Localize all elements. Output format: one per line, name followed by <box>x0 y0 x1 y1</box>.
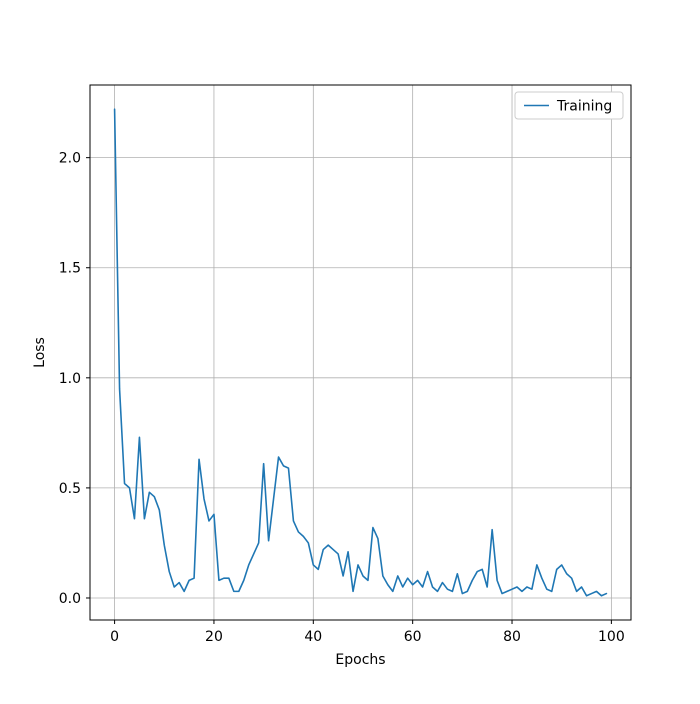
y-tick-label: 1.5 <box>59 261 81 277</box>
training-loss-line <box>113 108 608 597</box>
y-tick-label: 2.0 <box>59 151 81 167</box>
x-axis-label: Epochs <box>335 652 385 668</box>
y-tick-label: 0.0 <box>59 591 81 607</box>
x-tick-label: 80 <box>503 629 521 645</box>
axes-background <box>90 85 631 620</box>
x-tick-label: 0 <box>110 629 119 645</box>
axes-spines <box>89 84 632 621</box>
x-tick-label: 60 <box>404 629 422 645</box>
x-tick-label: 100 <box>598 629 625 645</box>
legend-box <box>514 91 624 120</box>
x-tick-label: 40 <box>304 629 322 645</box>
y-axis-label: Loss <box>32 337 48 368</box>
y-tick-label: 0.5 <box>59 481 81 497</box>
x-tick-label: 20 <box>205 629 223 645</box>
legend-label: Training <box>556 99 612 115</box>
y-tick-label: 1.0 <box>59 371 81 387</box>
